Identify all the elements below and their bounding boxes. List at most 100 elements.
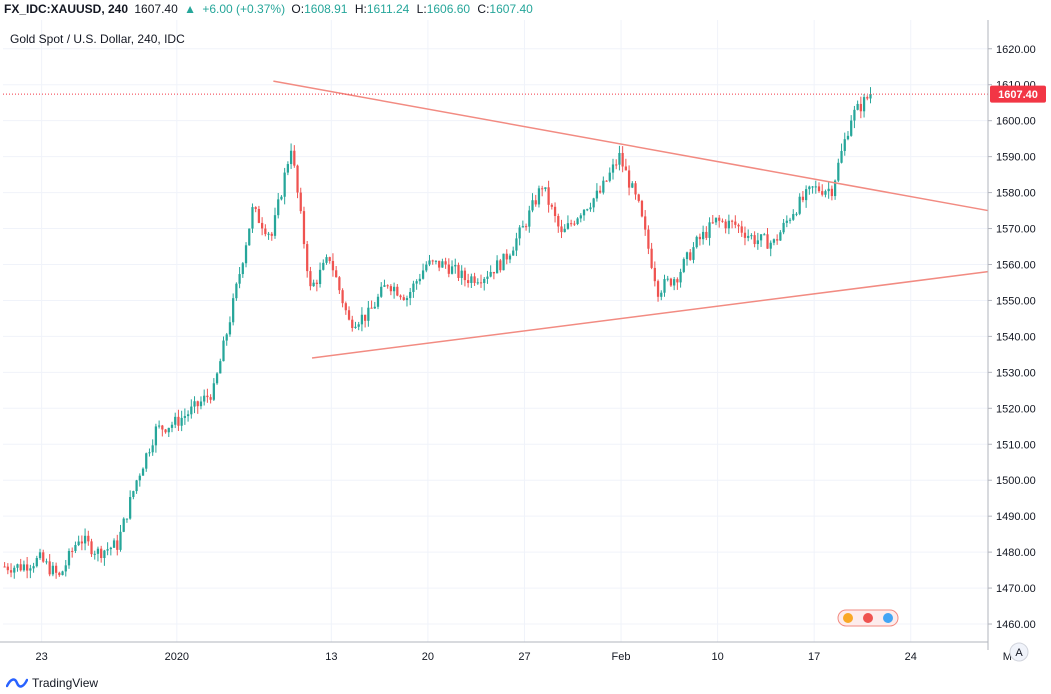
candle-body — [338, 277, 341, 291]
candle-body — [611, 164, 615, 173]
candle-body — [309, 271, 312, 287]
candle-body — [766, 234, 769, 249]
candle-body — [42, 552, 45, 562]
candle-body — [795, 213, 798, 215]
close-label: C: — [477, 2, 490, 16]
candle-body — [637, 194, 640, 201]
candle-body — [447, 264, 450, 274]
candle-body — [862, 97, 866, 112]
price-chart[interactable]: 1460.00 1470.00 1480.00 1490.00 1500.00 1510.… — [0, 20, 1051, 672]
candle-body — [473, 276, 476, 283]
price-tick-label: 1480.00 — [996, 547, 1036, 559]
candle-body — [177, 416, 180, 426]
candle-body — [557, 216, 560, 227]
tradingview-brand[interactable]: TradingView — [6, 676, 98, 690]
price-tick-label: 1490.00 — [996, 511, 1036, 523]
candle-body — [460, 270, 463, 278]
time-tick-label: 17 — [808, 651, 820, 663]
time-axis[interactable]: 23 2020 13 20 27 Feb 10 17 24 M — [36, 651, 1012, 663]
candle-body — [531, 200, 534, 211]
candle-body — [782, 222, 785, 233]
trendline-lower — [311, 270, 989, 359]
candle-body — [627, 170, 631, 188]
candle-body — [618, 153, 621, 165]
candle-series — [3, 87, 872, 579]
candle-body — [750, 235, 753, 237]
candle-body — [650, 248, 653, 268]
candle-body — [457, 264, 460, 278]
candle-body — [479, 282, 483, 284]
candle-body — [438, 260, 441, 268]
candle-body — [109, 547, 112, 550]
candle-body — [129, 497, 132, 519]
time-tick-label: 24 — [905, 651, 917, 663]
candle-body — [35, 558, 38, 567]
candle-body — [71, 550, 74, 552]
candle-body — [112, 540, 116, 548]
candle-body — [357, 324, 360, 327]
candle-body — [779, 232, 782, 241]
candle-body — [267, 233, 270, 235]
price-tick-label: 1550.00 — [996, 295, 1036, 307]
candle-body — [93, 553, 96, 555]
candle-body — [730, 220, 734, 222]
candle-body — [541, 188, 544, 190]
time-tick-label: 20 — [422, 651, 434, 663]
candle-body — [560, 226, 563, 233]
candle-body — [724, 221, 727, 229]
candle-body — [248, 228, 251, 246]
candle-body — [174, 416, 177, 425]
trendlines[interactable] — [273, 80, 989, 359]
candle-body — [550, 204, 553, 207]
candle-body — [679, 271, 682, 283]
symbol-label[interactable]: FX_IDC:XAUUSD, 240 — [4, 2, 129, 16]
candle-body — [3, 566, 6, 568]
candle-body — [58, 572, 61, 576]
candle-body — [19, 564, 22, 571]
candle-body — [663, 279, 666, 293]
auto-scale-icon[interactable]: A — [1009, 642, 1029, 662]
economic-events-icon[interactable] — [837, 609, 899, 627]
candle-body — [502, 253, 505, 271]
candle-body — [589, 207, 592, 210]
candle-body — [90, 541, 93, 555]
candle-body — [380, 286, 383, 297]
candle-body — [74, 545, 77, 551]
candle-body — [328, 257, 331, 261]
candle-body — [508, 255, 512, 260]
candle-body — [640, 200, 644, 217]
candle-body — [518, 227, 521, 239]
candle-body — [669, 278, 673, 286]
candle-body — [251, 207, 254, 229]
candle-body — [586, 209, 589, 211]
candle-body — [106, 549, 109, 551]
candle-body — [157, 425, 161, 427]
candle-body — [64, 565, 67, 572]
candle-body — [512, 250, 515, 256]
candle-body — [685, 252, 689, 260]
candle-body — [293, 150, 296, 166]
price-axis-background[interactable] — [988, 20, 1051, 642]
candle-body — [38, 552, 42, 559]
candle-body — [673, 279, 676, 286]
candle-body — [631, 183, 634, 188]
candle-body — [714, 217, 718, 223]
candle-body — [605, 180, 608, 182]
price-tick-label: 1590.00 — [996, 152, 1036, 164]
candle-body — [644, 216, 647, 230]
candle-body — [467, 280, 470, 284]
price-tick-label: 1580.00 — [996, 188, 1036, 200]
candle-body — [318, 269, 322, 285]
candle-body — [785, 220, 788, 223]
candle-body — [866, 97, 869, 99]
candle-body — [753, 235, 756, 245]
candle-body — [827, 188, 830, 192]
candle-body — [805, 189, 808, 201]
candle-body — [6, 566, 9, 571]
time-tick-label: 2020 — [165, 651, 189, 663]
candle-body — [206, 395, 209, 398]
candle-body — [209, 397, 212, 400]
candle-body — [399, 295, 402, 298]
candle-body — [322, 262, 325, 270]
high-value: 1611.24 — [366, 2, 410, 16]
